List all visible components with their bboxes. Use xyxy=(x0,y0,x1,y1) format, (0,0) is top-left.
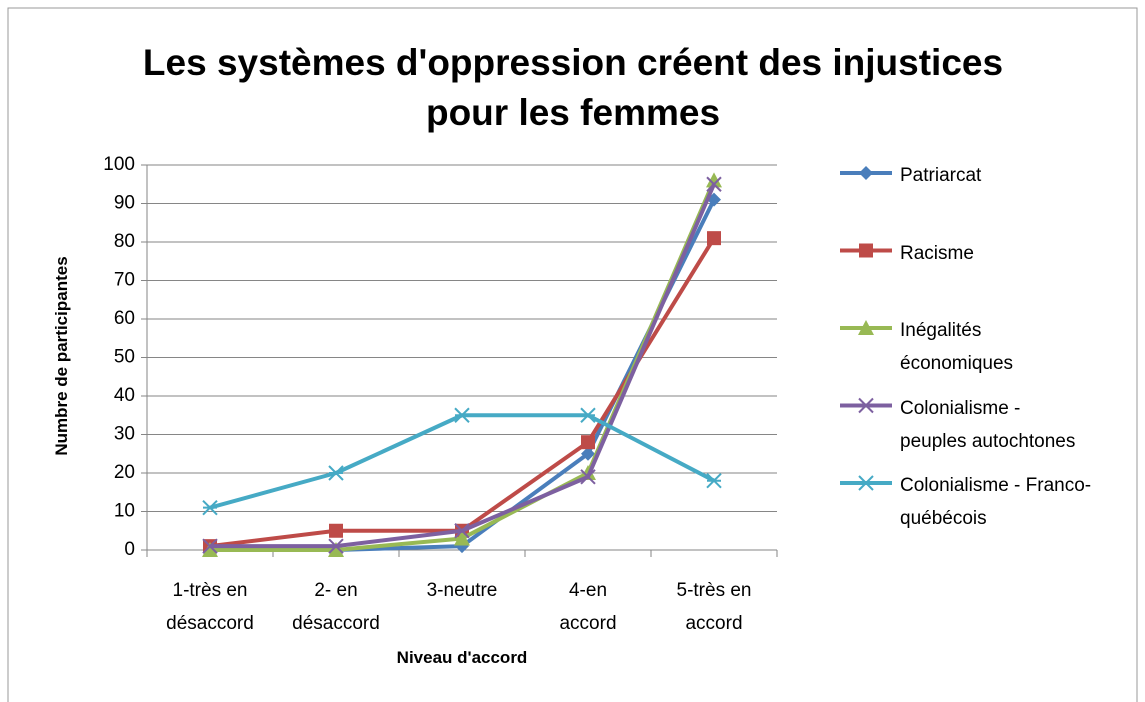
x-tick-label: 4-en accord xyxy=(559,580,617,634)
series-line xyxy=(210,183,716,549)
legend-label: Racisme xyxy=(900,242,974,264)
y-tick-label: 0 xyxy=(124,539,135,560)
chart-title: Les systèmes d'oppression créent des inj… xyxy=(142,42,1004,133)
y-tick-label: 20 xyxy=(114,462,135,483)
y-tick-label: 100 xyxy=(103,154,135,175)
marker xyxy=(858,475,874,491)
series xyxy=(202,176,722,554)
series xyxy=(202,407,722,516)
y-tick-label: 90 xyxy=(114,193,135,214)
marker xyxy=(707,231,721,246)
marker xyxy=(329,523,343,538)
marker xyxy=(328,542,344,557)
series-line xyxy=(210,179,716,552)
marker xyxy=(328,465,344,481)
y-tick-label: 50 xyxy=(114,347,135,368)
series-line xyxy=(209,237,716,549)
marker xyxy=(706,172,722,188)
y-tick-label: 60 xyxy=(114,308,135,329)
legend-label: Colonialisme - Franco- québécois xyxy=(900,475,1092,529)
marker xyxy=(580,469,596,485)
series xyxy=(202,172,722,557)
marker xyxy=(581,435,595,450)
marker xyxy=(202,542,218,557)
series xyxy=(203,192,721,557)
marker xyxy=(202,538,218,554)
x-tick-label: 1-très en désaccord xyxy=(166,580,254,634)
x-tick-label: 3-neutre xyxy=(426,580,498,601)
y-axis-label: Numbre de participantes xyxy=(52,256,71,456)
y-tick-label: 80 xyxy=(114,231,135,252)
series-line xyxy=(210,198,716,552)
y-tick-label: 70 xyxy=(114,270,135,291)
marker xyxy=(328,538,344,554)
legend-label: Inégalités économiques xyxy=(900,320,1014,374)
marker xyxy=(858,397,874,414)
y-tick-label: 30 xyxy=(114,424,135,445)
marker xyxy=(706,176,722,192)
marker xyxy=(581,446,595,461)
legend-label: Patriarcat xyxy=(900,165,982,186)
chart-border xyxy=(7,7,1138,702)
marker xyxy=(454,530,470,546)
y-tick-label: 40 xyxy=(114,385,135,406)
marker xyxy=(858,320,874,335)
series-line xyxy=(209,413,715,510)
series xyxy=(203,231,721,554)
marker xyxy=(706,472,722,489)
marker xyxy=(454,407,470,423)
marker xyxy=(454,523,470,539)
x-tick-label: 2- en désaccord xyxy=(292,580,380,634)
x-axis-label: Niveau d'accord xyxy=(396,648,528,667)
y-tick-label: 10 xyxy=(114,501,135,522)
legend-label: Colonialisme - peuples autochtones xyxy=(900,397,1076,452)
marker xyxy=(202,499,218,516)
marker xyxy=(859,166,873,180)
marker xyxy=(859,243,873,258)
marker xyxy=(580,407,596,423)
x-tick-label: 5-très en accord xyxy=(676,580,752,634)
